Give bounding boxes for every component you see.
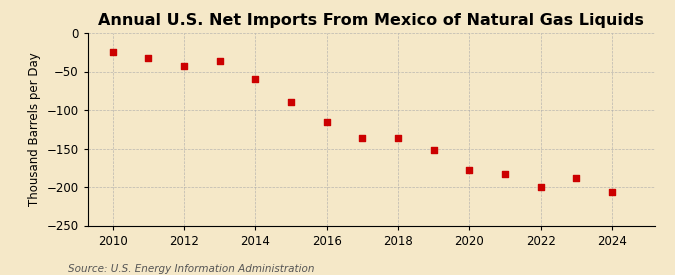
Point	[357, 136, 368, 141]
Point	[571, 175, 582, 180]
Point	[214, 59, 225, 64]
Point	[286, 100, 296, 104]
Point	[428, 148, 439, 152]
Point	[250, 77, 261, 81]
Point	[321, 119, 332, 124]
Point	[107, 50, 118, 54]
Point	[607, 190, 618, 195]
Point	[500, 172, 510, 176]
Point	[393, 136, 404, 141]
Point	[535, 185, 546, 189]
Point	[143, 56, 154, 60]
Y-axis label: Thousand Barrels per Day: Thousand Barrels per Day	[28, 52, 41, 206]
Point	[464, 168, 475, 172]
Title: Annual U.S. Net Imports From Mexico of Natural Gas Liquids: Annual U.S. Net Imports From Mexico of N…	[99, 13, 644, 28]
Point	[179, 64, 190, 68]
Text: Source: U.S. Energy Information Administration: Source: U.S. Energy Information Administ…	[68, 264, 314, 274]
